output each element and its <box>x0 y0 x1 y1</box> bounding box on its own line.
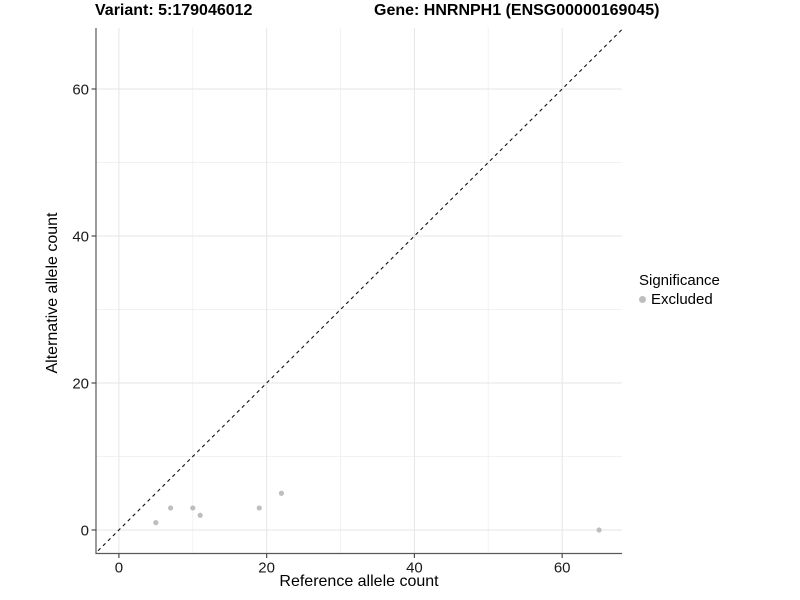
identity-line <box>96 28 622 554</box>
grid-lines <box>96 28 622 554</box>
x-tick-label: 60 <box>554 560 571 577</box>
y-axis-title: Alternative allele count <box>44 212 61 374</box>
y-tick-label: 60 <box>72 82 89 99</box>
data-point <box>256 505 262 511</box>
legend: Significance Excluded <box>639 272 720 308</box>
axes <box>95 28 622 555</box>
y-tick-label: 40 <box>72 228 89 245</box>
data-point <box>278 490 285 496</box>
x-axis-title: Reference allele count <box>279 573 439 590</box>
data-point <box>197 512 203 518</box>
data-point <box>168 505 174 511</box>
variant-title: Variant: 5:179046012 <box>95 2 253 19</box>
data-point <box>190 505 196 511</box>
x-tick-label: 40 <box>406 560 423 577</box>
data-points <box>153 490 602 533</box>
data-point <box>153 520 159 526</box>
gene-title: Gene: HNRNPH1 (ENSG00000169045) <box>374 2 660 19</box>
legend-entry-label: Excluded <box>651 291 713 308</box>
y-tick-label: 20 <box>72 375 89 392</box>
legend-entry-excluded: Excluded <box>639 291 720 308</box>
x-tick-label: 20 <box>258 560 275 577</box>
legend-title: Significance <box>639 272 720 289</box>
y-tick-label: 0 <box>81 522 89 539</box>
data-point <box>596 527 602 533</box>
legend-point-icon <box>639 296 646 303</box>
tick-marks-and-labels: 0 20 40 60 0 20 40 60 <box>72 82 570 577</box>
x-tick-label: 0 <box>115 560 123 577</box>
